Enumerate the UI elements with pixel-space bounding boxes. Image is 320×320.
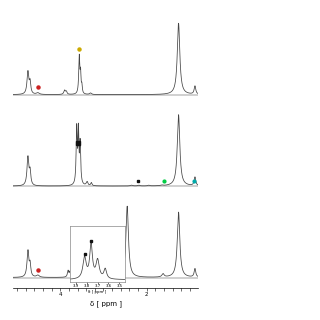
X-axis label: δ [ ppm ]: δ [ ppm ] (88, 290, 107, 294)
X-axis label: δ [ ppm ]: δ [ ppm ] (90, 300, 122, 307)
